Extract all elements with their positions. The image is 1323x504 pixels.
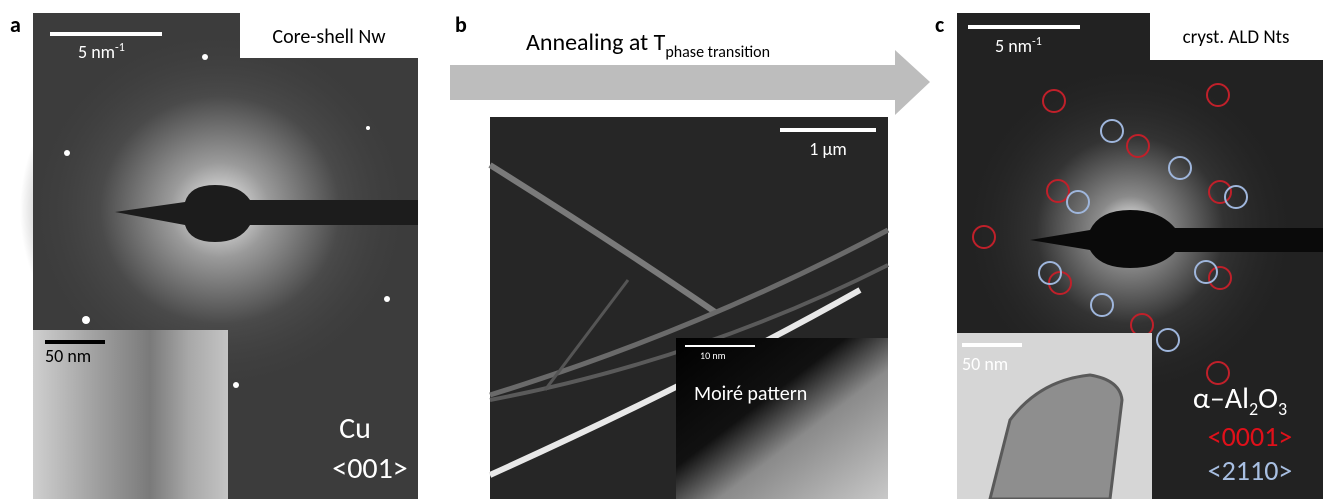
inset-image bbox=[676, 338, 888, 499]
panel-c: c cryst. ALD Nts 5 nm-1 50 nm α–Al2O3 < bbox=[935, 11, 1323, 499]
scale-text: 5 nm bbox=[78, 41, 115, 63]
material-sub2: 3 bbox=[1278, 398, 1287, 420]
arrow-text-main: Annealing at T bbox=[526, 28, 666, 57]
inset-caption: Moiré pattern bbox=[694, 382, 807, 406]
material-label: α–Al2O3 bbox=[1193, 380, 1287, 420]
inset-scale-label: 50 nm bbox=[962, 353, 1008, 375]
material-mid: O bbox=[1258, 380, 1278, 417]
inset-scale-label: 10 nm bbox=[700, 349, 726, 362]
panel-label: b bbox=[455, 11, 467, 38]
arrow-text-sub: phase transition bbox=[665, 43, 770, 62]
inset-scale-label: 50 nm bbox=[45, 345, 91, 367]
panel-title: Core-shell Nw bbox=[272, 25, 386, 49]
panel-label: c bbox=[935, 11, 944, 38]
arrow-text: Annealing at Tphase transition bbox=[526, 28, 770, 62]
panel-b: b Annealing at Tphase transition 1 µm 10… bbox=[450, 11, 930, 499]
panel-title: cryst. ALD Nts bbox=[1183, 26, 1290, 49]
panel-label: a bbox=[10, 11, 21, 38]
zone-axis-label: <2110> bbox=[1208, 453, 1293, 488]
zone-axis-label: <001> bbox=[332, 450, 408, 487]
scale-sup: -1 bbox=[1032, 35, 1042, 49]
scale-text: 5 nm bbox=[995, 35, 1032, 57]
material-sub1: 2 bbox=[1249, 398, 1258, 420]
figure: a Core-shell Nw 5 nm-1 50 nm Cu <001> b … bbox=[0, 0, 1323, 499]
page: a Core-shell Nw 5 nm-1 50 nm Cu <001> b … bbox=[0, 0, 1323, 504]
material-label: Cu bbox=[339, 410, 371, 447]
panel-a: a Core-shell Nw 5 nm-1 50 nm Cu <001> bbox=[10, 11, 420, 499]
material-prefix: α–Al bbox=[1193, 380, 1249, 417]
scale-sup: -1 bbox=[115, 41, 125, 55]
zone-axis-label: <0001> bbox=[1208, 419, 1293, 454]
scale-bar-label: 1 µm bbox=[809, 138, 846, 160]
